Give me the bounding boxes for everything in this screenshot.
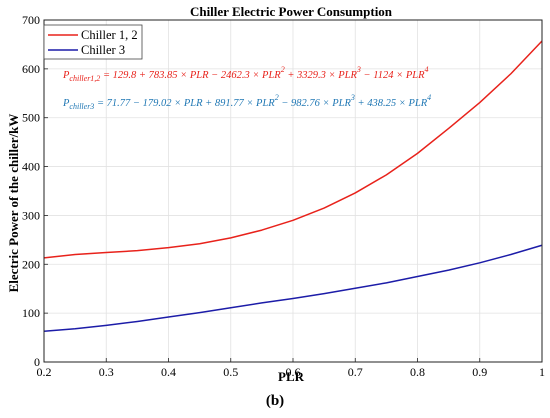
plot-frame bbox=[43, 19, 543, 363]
series-lines bbox=[43, 40, 543, 332]
legend-label-chiller-3: Chiller 3 bbox=[81, 43, 125, 57]
x-tick-label: 0.2 bbox=[37, 365, 52, 379]
x-tick-label: 0.6 bbox=[286, 365, 301, 379]
y-tick-label: 400 bbox=[22, 160, 40, 174]
tick-labels: 0.2 0.3 0.4 0.5 0.6 0.7 0.8 0.9 1 0 100 200 300 400 50… bbox=[22, 13, 545, 379]
equation-chiller-3: Pchiller3 = 71.77 − 179.02 × PLR + 891.7… bbox=[62, 93, 431, 111]
legend-box bbox=[43, 24, 143, 60]
x-axis-label: PLR bbox=[278, 369, 305, 384]
chart: 0.2 0.3 0.4 0.5 0.6 0.7 0.8 0.9 1 0 100 200 300 400 50… bbox=[6, 4, 545, 384]
legend-label-chiller-1-2: Chiller 1, 2 bbox=[81, 28, 138, 42]
x-tick-label: 1 bbox=[539, 365, 545, 379]
legend: Chiller 1, 2 Chiller 3 bbox=[43, 24, 143, 60]
chart-title: Chiller Electric Power Consumption bbox=[190, 4, 393, 19]
series-line-chiller-1-2 bbox=[43, 40, 543, 259]
x-tick-label: 0.5 bbox=[223, 365, 238, 379]
y-tick-label: 500 bbox=[22, 111, 40, 125]
x-tick-label: 0.3 bbox=[99, 365, 114, 379]
x-tick-label: 0.8 bbox=[410, 365, 425, 379]
x-tick-label: 0.4 bbox=[161, 365, 176, 379]
y-tick-label: 300 bbox=[22, 208, 40, 222]
y-axis-label: Electric Power of the chiller/kW bbox=[6, 114, 21, 293]
y-tick-label: 200 bbox=[22, 257, 40, 271]
equation-chiller-1-2: Pchiller1,2 = 129.8 + 783.85 × PLR − 246… bbox=[62, 65, 428, 83]
figure-caption: (b) bbox=[265, 393, 285, 409]
y-tick-label: 600 bbox=[22, 62, 40, 76]
y-tick-label: 700 bbox=[22, 13, 40, 27]
x-tick-label: 0.7 bbox=[348, 365, 363, 379]
series-line-chiller-3 bbox=[43, 244, 543, 332]
y-tick-label: 100 bbox=[22, 306, 40, 320]
y-tick-label: 0 bbox=[34, 355, 40, 369]
x-tick-label: 0.9 bbox=[472, 365, 487, 379]
